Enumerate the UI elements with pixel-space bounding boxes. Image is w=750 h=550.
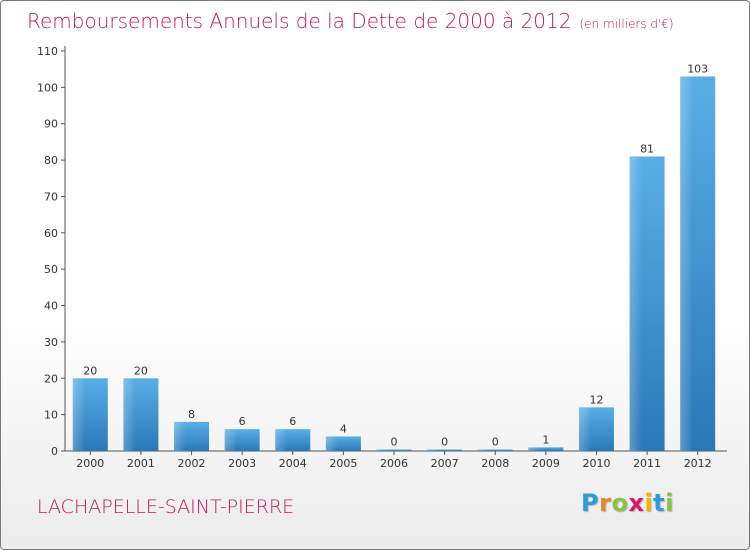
y-tick-label: 60 [44,227,58,240]
bar-highlight-2008 [477,449,490,451]
x-tick-label: 2004 [279,457,307,470]
commune-name: LACHAPELLE-SAINT-PIERRE [37,496,295,518]
y-tick-label: 90 [44,118,58,131]
x-tick-label: 2001 [127,457,155,470]
proxiti-logo[interactable]: Proxiti [581,489,674,517]
y-tick-label: 70 [44,190,58,203]
y-tick-label: 40 [44,300,58,313]
bar-value-label: 0 [492,436,499,449]
bar-highlight-2001 [123,378,136,451]
bar-highlight-2004 [275,429,288,451]
y-tick-label: 20 [44,372,58,385]
bar-2007 [427,449,463,451]
bar-highlight-2007 [427,449,440,451]
chart-title-text: Remboursements Annuels de la Dette de 20… [27,9,572,33]
x-tick-label: 2005 [329,457,357,470]
bar-value-label: 103 [687,62,708,75]
x-tick-label: 2007 [431,457,459,470]
x-tick-label: 2000 [76,457,104,470]
y-tick-label: 0 [51,445,58,458]
bar-value-label: 1 [542,433,549,446]
chart-title: Remboursements Annuels de la Dette de 20… [27,9,674,33]
bar-highlight-2000 [72,378,86,451]
bar-value-label: 8 [188,408,195,421]
bar-highlight-2011 [629,156,642,452]
x-tick-label: 2006 [380,457,408,470]
bar-value-label: 0 [441,436,448,449]
bar-value-label: 20 [134,364,148,377]
y-tick-label: 30 [44,336,58,349]
bar-value-label: 6 [289,415,296,428]
logo-letter: x [628,489,645,517]
logo-letter: i [644,489,654,517]
y-tick-label: 110 [37,45,58,58]
bar-highlight-2002 [174,421,187,451]
chart-bars: 20 20 8 6 6 4 0 0 0 1 12 81 103 [72,62,716,452]
x-tick-label: 2010 [582,457,610,470]
y-tick-label: 100 [37,81,58,94]
logo-letter: o [611,489,629,517]
bar-value-label: 20 [83,364,97,377]
bar-highlight-2003 [224,429,237,451]
chart-subtitle: (en milliers d'€) [579,17,674,31]
x-tick-label: 2011 [633,457,661,470]
x-axis-labels: 2000 2001 2002 2003 2004 2005 2006 2007 2008 2009… [76,457,711,470]
x-tick-label: 2003 [228,457,256,470]
bar-highlight-2010 [578,407,592,451]
bar-highlight-2012 [680,76,693,452]
bar-2008 [477,449,513,451]
y-axis-labels: 0 10 20 30 40 50 60 70 80 90 100 110 [37,45,58,458]
bar-value-label: 81 [640,142,654,155]
x-tick-label: 2009 [532,457,560,470]
bar-value-label: 0 [391,436,398,449]
bar-2009 [528,447,564,451]
logo-letter: t [653,489,666,517]
x-tick-label: 2002 [178,457,206,470]
y-tick-label: 50 [44,263,58,276]
bar-highlight-2009 [528,447,541,451]
x-tick-label: 2008 [481,457,509,470]
bar-value-label: 12 [589,393,603,406]
logo-letter: i [665,489,674,517]
bar-value-label: 6 [239,415,246,428]
bar-highlight-2006 [376,449,389,451]
x-tick-label: 2012 [684,457,712,470]
y-tick-label: 10 [44,409,58,422]
logo-letter: r [599,489,612,517]
logo-letter: P [581,489,600,517]
y-tick-label: 80 [44,154,58,167]
bar-value-label: 4 [340,422,347,435]
bar-highlight-2005 [325,436,339,451]
chart-axes [61,46,727,455]
bar-2006 [376,449,412,451]
